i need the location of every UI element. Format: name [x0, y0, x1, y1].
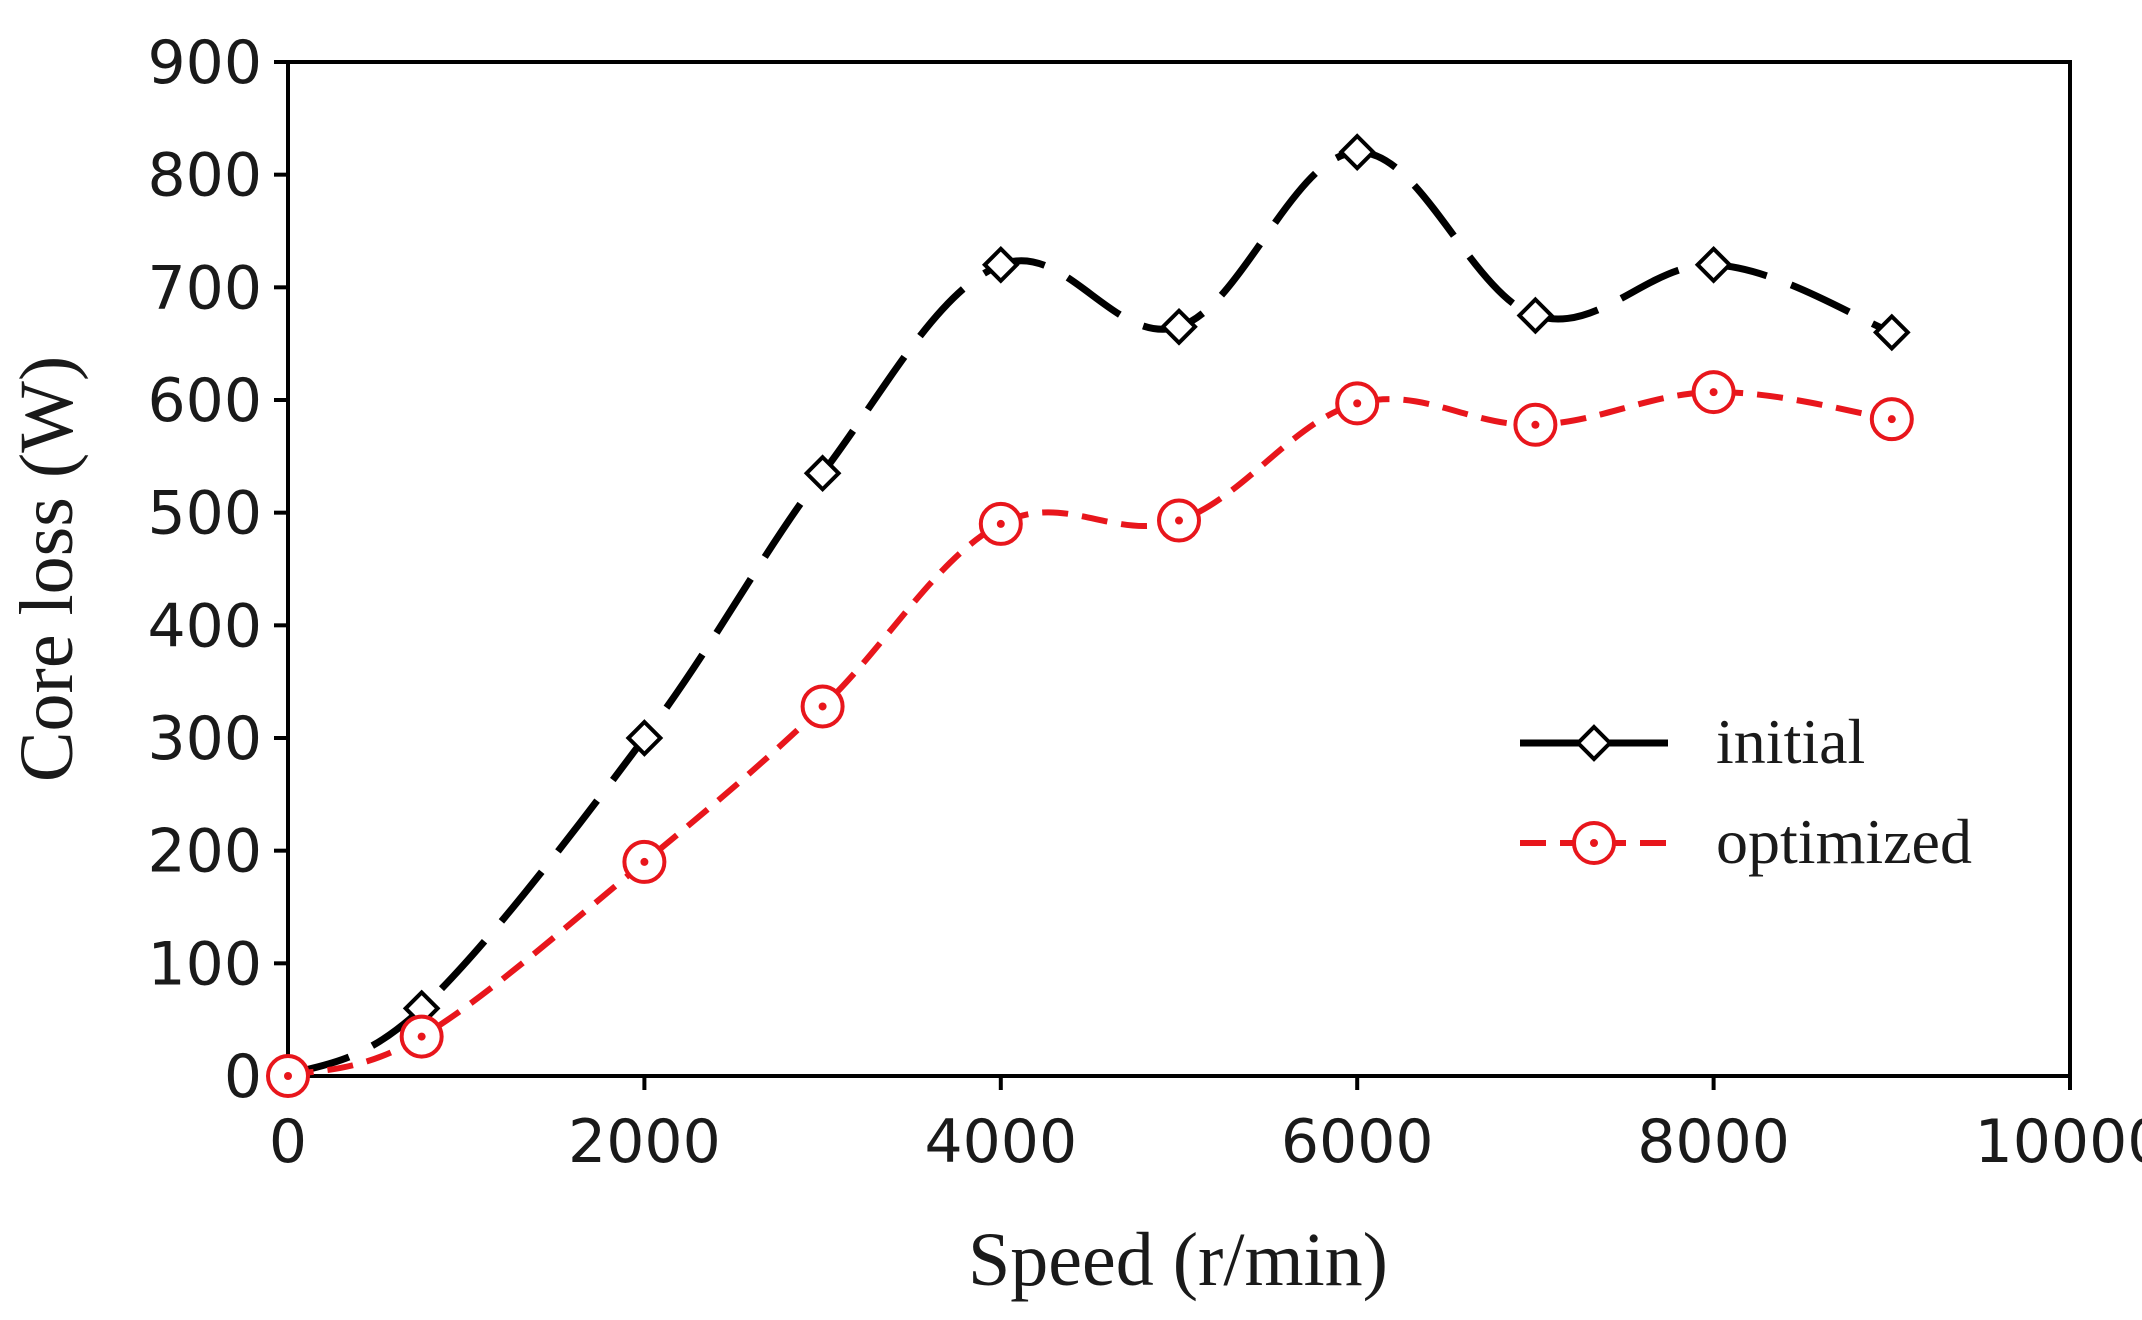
data-point-optimized-dot: [1709, 388, 1718, 397]
data-point-optimized: [1691, 370, 1736, 415]
data-point-optimized: [1513, 402, 1558, 447]
data-point-optimized-dot: [284, 1072, 292, 1080]
data-point-optimized: [266, 1054, 310, 1098]
data-point-optimized-dot: [996, 519, 1005, 528]
data-point-optimized: [1869, 397, 1914, 442]
series-layer: [266, 133, 1914, 1098]
x-tick-label: 4000: [924, 1107, 1077, 1177]
data-point-optimized: [399, 1014, 444, 1059]
x-tick-label: 6000: [1281, 1107, 1434, 1177]
data-point-optimized-dot: [640, 857, 649, 866]
data-point-initial: [1872, 313, 1911, 352]
data-point-initial: [625, 719, 664, 757]
data-point-optimized: [800, 684, 845, 729]
data-point-optimized-dot: [417, 1032, 426, 1041]
legend: initial optimized: [1520, 706, 1972, 877]
data-point-optimized-dot: [1887, 415, 1896, 424]
x-tick-label: 8000: [1637, 1107, 1790, 1177]
y-tick-label: 400: [147, 591, 262, 661]
legend-label-initial: initial: [1716, 706, 1865, 777]
y-tick-label: 900: [147, 28, 262, 98]
plot-frame: [286, 60, 2072, 1078]
x-tick-label: 0: [269, 1107, 307, 1177]
data-point-initial: [803, 454, 842, 493]
data-point-initial: [1160, 307, 1198, 346]
x-axis-title: Speed (r/min): [968, 1218, 1388, 1302]
y-tick-label: 500: [147, 479, 262, 549]
data-point-initial: [1694, 245, 1733, 284]
data-point-initial: [1516, 296, 1555, 335]
legend-marker-initial: [1575, 724, 1613, 762]
data-point-initial: [981, 245, 1020, 284]
series-line-initial: [286, 148, 1894, 1080]
y-tick-label: 0: [224, 1042, 262, 1112]
y-axis-title: Core loss (W): [5, 356, 89, 782]
legend-marker-optimized-dot: [1590, 839, 1598, 847]
series-line-optimized: [287, 389, 1893, 1079]
data-point-optimized-dot: [1531, 420, 1540, 429]
y-tick-label: 800: [147, 141, 262, 211]
y-tick-label: 100: [147, 929, 262, 999]
legend-label-optimized: optimized: [1716, 806, 1972, 877]
y-tick-label: 700: [147, 253, 262, 323]
y-tick-label: 200: [147, 817, 262, 887]
data-point-optimized-dot: [818, 702, 827, 711]
y-axis: 0 100 200 300 400 500 600 700 800 900: [147, 28, 288, 1112]
data-point-optimized-dot: [1353, 399, 1362, 408]
legend-marker-optimized: [1572, 821, 1616, 865]
data-point-optimized: [978, 501, 1023, 546]
data-point-optimized: [1157, 498, 1201, 543]
data-point-optimized: [1335, 381, 1380, 426]
y-tick-label: 300: [147, 704, 262, 774]
data-point-initial: [1338, 133, 1377, 171]
x-tick-label: 2000: [568, 1107, 721, 1177]
data-point-optimized-dot: [1175, 516, 1183, 525]
y-tick-label: 600: [147, 366, 262, 436]
data-point-optimized: [622, 839, 667, 884]
